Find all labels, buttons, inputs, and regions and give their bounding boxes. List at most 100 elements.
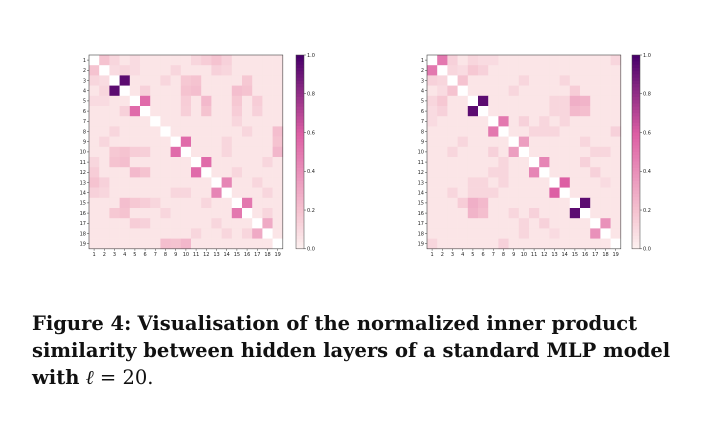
heatmap-cell [610,187,622,199]
x-tick-label: 7 [154,252,157,258]
colorbar-segment [296,116,304,120]
colorbar-segment [632,242,640,246]
x-tick-label: 4 [461,252,464,258]
heatmap-cell [180,95,192,107]
heatmap-cell [457,157,469,168]
colorbar-segment [296,71,304,75]
heatmap-cell [518,197,530,209]
heatmap-cell [518,126,530,137]
heatmap-cell [610,157,622,168]
heatmap-cell [539,218,550,229]
heatmap-cell [478,95,489,107]
heatmap-cell [231,177,243,188]
heatmap-cell [129,218,141,229]
heatmap-cell [170,187,182,199]
colorbar-segment [632,90,640,95]
x-tick-label: 17 [592,252,598,258]
colorbar-segment [296,148,304,153]
heatmap-cell [140,218,151,229]
heatmap-cell [467,177,479,188]
heatmap-cell [488,75,499,86]
heatmap-cell [272,157,284,168]
heatmap-cell [180,136,192,148]
heatmap-cell [488,208,499,219]
heatmap-cell [252,106,263,117]
heatmap-cell [221,157,233,168]
colorbar-segment [632,164,640,169]
heatmap-cell [478,116,489,127]
heatmap-cell [549,136,560,148]
heatmap-cell [610,126,622,137]
heatmap-cell [518,218,530,229]
y-tick-label: 2 [421,68,424,74]
heatmap-cell [478,177,489,188]
x-tick-label: 4 [123,252,126,258]
heatmap-cell [99,208,110,219]
heatmap-cell [488,95,499,107]
y-tick-label: 5 [421,99,424,105]
heatmap-cell [478,106,489,117]
heatmap-cell [252,75,263,86]
heatmap-cell [150,177,161,188]
heatmap-cell [478,85,489,97]
colorbar-tick-label: 0.6 [643,130,651,136]
heatmap-cell [231,208,243,219]
heatmap-cell [508,65,520,76]
colorbar-segment [296,245,304,250]
y-tick-label: 2 [83,68,86,74]
heatmap-cell [498,116,509,127]
heatmap-cell [437,65,448,76]
heatmap-cell [447,55,458,66]
colorbar-segment [632,93,640,98]
heatmap-cell [437,116,448,127]
heatmap-cell [508,197,520,209]
heatmap-cell [191,146,202,158]
heatmap-cell [221,218,233,229]
heatmap-cell [211,75,222,86]
heatmap-cell [427,238,438,250]
heatmap-cell [242,197,253,209]
heatmap-cell [170,65,182,76]
colorbar-segment [296,135,304,140]
heatmap-cell [242,75,253,86]
heatmap-cell [539,187,550,199]
heatmap-cell [129,85,141,97]
x-tick-label: 18 [602,252,608,258]
heatmap-cell [231,116,243,127]
colorbar-segment [632,126,640,130]
heatmap-cell [508,75,520,86]
heatmap-cell [600,187,611,199]
heatmap-cell [447,157,458,168]
heatmap-cell [170,146,182,158]
heatmap-cell [559,238,571,250]
heatmap-cell [600,177,611,188]
heatmap-cell [89,208,100,219]
heatmap-cell [559,116,571,127]
x-tick-label: 3 [113,252,116,258]
heatmap-cell [119,157,131,168]
heatmap-cell [89,187,100,199]
colorbar-segment [296,235,304,240]
x-tick-label: 1 [93,252,96,258]
colorbar-segment [296,145,304,150]
heatmap-cell [231,75,243,86]
heatmap-cell [518,187,530,199]
colorbar-segment [296,222,304,227]
colorbar-segment [296,67,304,72]
heatmap-cell [272,95,284,107]
x-tick-label: 15 [234,252,240,258]
colorbar-segment [632,180,640,185]
heatmap-cell [559,197,571,209]
heatmap-cell [119,75,131,86]
heatmap-cell [242,228,253,239]
heatmap-cell [559,187,571,199]
heatmap-cell [437,177,448,188]
heatmap-cell [191,228,202,239]
heatmap-cell [242,167,253,178]
heatmap-cell [262,228,273,239]
y-tick-label: 3 [421,78,424,84]
colorbar-tick-label: 0.2 [307,208,315,214]
heatmap-cell [170,238,182,250]
heatmap-cell [231,126,243,137]
